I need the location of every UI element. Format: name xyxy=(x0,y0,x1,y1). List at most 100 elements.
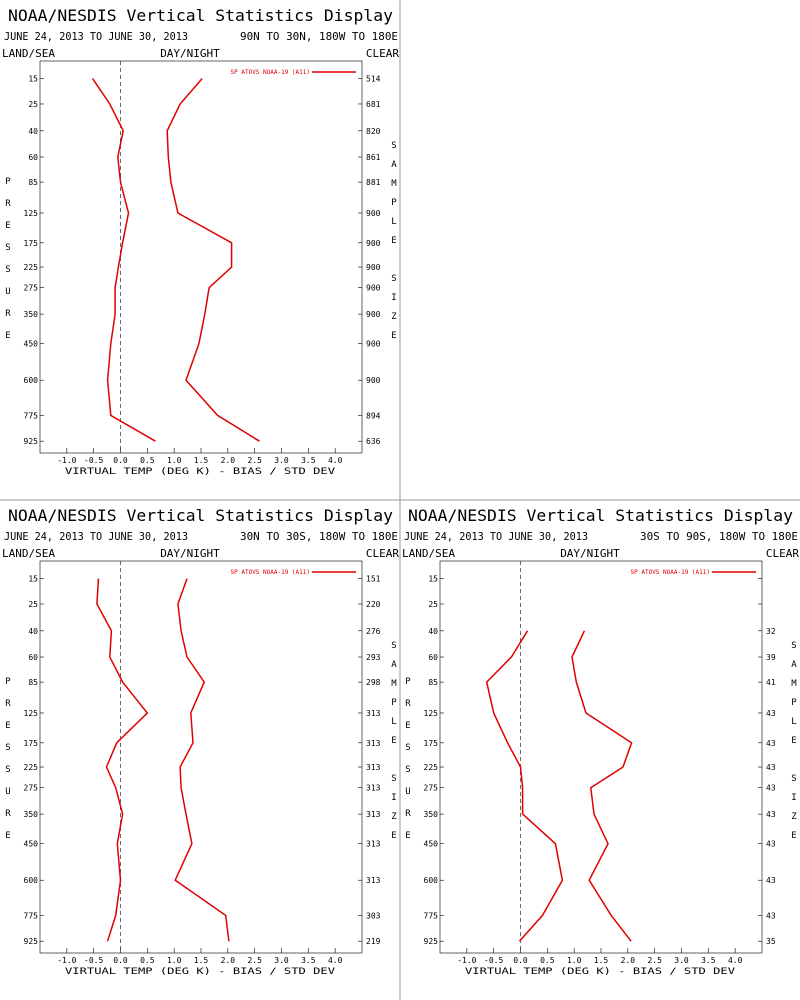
x-tick-label: 0.5 xyxy=(540,956,555,965)
sample-size: 313 xyxy=(366,840,381,849)
y-tick-label: 40 xyxy=(428,627,438,636)
x-tick-label: 2.0 xyxy=(621,956,636,965)
day-night: DAY/NIGHT xyxy=(160,547,220,560)
y-tick-label: 225 xyxy=(424,763,439,772)
y2-axis-label: SAMPLE SIZE xyxy=(389,641,399,850)
date-range: JUNE 24, 2013 TO JUNE 30, 2013 xyxy=(4,30,188,43)
x-tick-label: 0.5 xyxy=(140,956,155,965)
sample-size: 900 xyxy=(366,340,381,349)
chart-title: NOAA/NESDIS Vertical Statistics Display xyxy=(8,506,393,525)
y-tick-label: 275 xyxy=(424,784,439,793)
y-tick-label: 275 xyxy=(24,284,39,293)
y-tick-label: 60 xyxy=(28,153,38,162)
sample-size: 313 xyxy=(366,784,381,793)
sample-size: 900 xyxy=(366,239,381,248)
y-tick-label: 600 xyxy=(24,376,39,385)
x-tick-label: 4.0 xyxy=(328,956,343,965)
x-tick-label: 1.5 xyxy=(594,956,609,965)
y-tick-label: 225 xyxy=(24,763,39,772)
y-tick-label: 15 xyxy=(28,575,38,584)
sample-size: 43 xyxy=(766,876,776,885)
x-tick-label: 1.5 xyxy=(194,456,209,465)
x-tick-label: -1.0 xyxy=(457,956,476,965)
y-tick-label: 25 xyxy=(28,100,38,109)
y-tick-label: 350 xyxy=(424,810,439,819)
y-tick-label: 350 xyxy=(24,810,39,819)
plot-frame xyxy=(439,560,763,954)
sample-size: 43 xyxy=(766,739,776,748)
y2-axis-label: SAMPLE SIZE xyxy=(389,141,399,350)
x-tick-label: 0.0 xyxy=(513,956,528,965)
sample-size: 32 xyxy=(766,627,776,636)
y-tick-label: 125 xyxy=(24,709,39,718)
sample-size: 894 xyxy=(366,411,381,420)
series-line xyxy=(96,578,149,942)
y-tick-label: 925 xyxy=(24,937,39,946)
y-tick-label: 25 xyxy=(28,600,38,609)
sample-size: 39 xyxy=(766,653,776,662)
sample-size: 293 xyxy=(366,653,381,662)
sample-size: 298 xyxy=(366,678,381,687)
chart-title: NOAA/NESDIS Vertical Statistics Display xyxy=(8,6,393,25)
series-line xyxy=(571,630,633,942)
date-range: JUNE 24, 2013 TO JUNE 30, 2013 xyxy=(4,530,188,543)
y-tick-label: 275 xyxy=(24,784,39,793)
y-tick-label: 925 xyxy=(24,437,39,446)
series-line xyxy=(174,578,230,942)
y-tick-label: 40 xyxy=(28,127,38,136)
y-tick-label: 775 xyxy=(424,911,439,920)
sky-condition: CLEAR xyxy=(766,547,799,560)
sample-size: 900 xyxy=(366,310,381,319)
sample-size: 820 xyxy=(366,127,381,136)
sample-size: 881 xyxy=(366,178,381,187)
y-tick-label: 450 xyxy=(424,840,439,849)
chart-title: NOAA/NESDIS Vertical Statistics Display xyxy=(408,506,793,525)
x-tick-label: 1.0 xyxy=(167,956,182,965)
region: 30S TO 90S, 180W TO 180E xyxy=(640,530,798,543)
y-tick-label: 925 xyxy=(424,937,439,946)
y2-axis-label: SAMPLE SIZE xyxy=(789,641,799,850)
y-tick-label: 175 xyxy=(24,239,39,248)
x-tick-label: -1.0 xyxy=(57,956,76,965)
sample-size: 303 xyxy=(366,911,381,920)
land-sea: LAND/SEA xyxy=(2,547,55,560)
sample-size: 43 xyxy=(766,784,776,793)
y-tick-label: 225 xyxy=(24,263,39,272)
series-line xyxy=(166,78,260,442)
date-range: JUNE 24, 2013 TO JUNE 30, 2013 xyxy=(404,530,588,543)
sample-size: 514 xyxy=(366,75,381,84)
x-tick-label: 3.5 xyxy=(701,956,716,965)
sample-size: 43 xyxy=(766,709,776,718)
legend-label: SP ATOVS NOAA-19 (A11) xyxy=(231,569,310,576)
y-tick-label: 125 xyxy=(24,209,39,218)
sample-size: 43 xyxy=(766,911,776,920)
x-tick-label: -0.5 xyxy=(84,456,103,465)
sample-size: 313 xyxy=(366,739,381,748)
sample-size: 35 xyxy=(766,937,776,946)
y-axis-label: PRESSURE xyxy=(403,677,413,853)
y-tick-label: 450 xyxy=(24,840,39,849)
y-tick-label: 85 xyxy=(428,678,438,687)
x-tick-label: 3.5 xyxy=(301,956,316,965)
sample-size: 900 xyxy=(366,263,381,272)
sample-size: 636 xyxy=(366,437,381,446)
sample-size: 276 xyxy=(366,627,381,636)
x-tick-label: 4.0 xyxy=(728,956,743,965)
plot-frame xyxy=(39,560,363,954)
sample-size: 43 xyxy=(766,840,776,849)
sample-size: 900 xyxy=(366,209,381,218)
legend-label: SP ATOVS NOAA-19 (A11) xyxy=(631,569,710,576)
x-tick-label: 3.0 xyxy=(274,956,289,965)
x-tick-label: 3.5 xyxy=(301,456,316,465)
plot-frame xyxy=(39,60,363,454)
y-axis-label: PRESSURE xyxy=(3,677,13,853)
sky-condition: CLEAR xyxy=(366,47,399,60)
x-tick-label: 2.5 xyxy=(247,956,262,965)
x-tick-label: 0.0 xyxy=(113,956,128,965)
x-tick-label: -0.5 xyxy=(84,956,103,965)
x-tick-label: 0.5 xyxy=(140,456,155,465)
y-tick-label: 60 xyxy=(428,653,438,662)
x-tick-label: -1.0 xyxy=(57,456,76,465)
sample-size: 313 xyxy=(366,763,381,772)
